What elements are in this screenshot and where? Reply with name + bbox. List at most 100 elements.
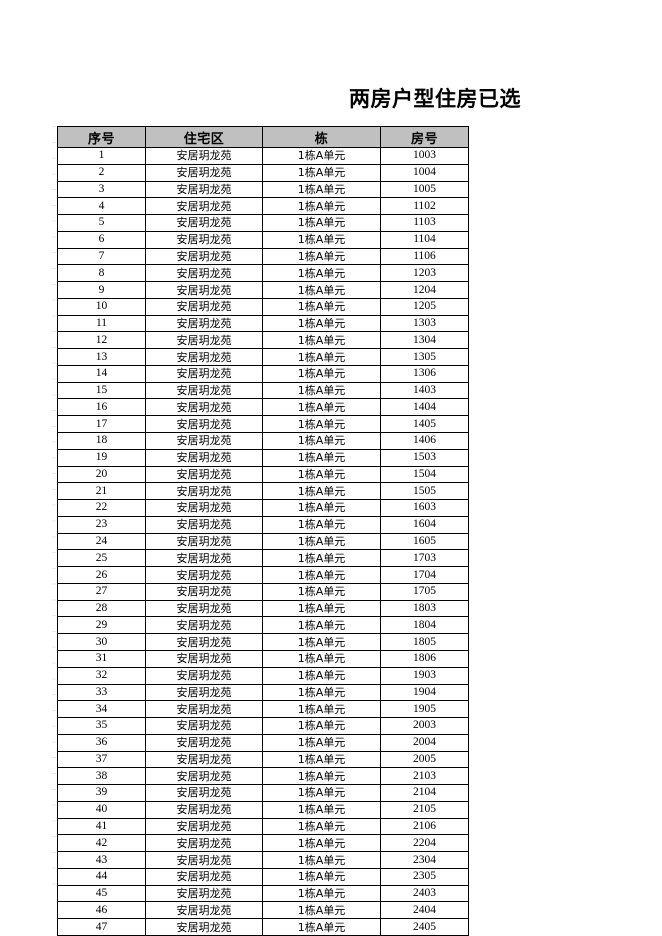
cell-roomno[interactable]: 1205 (380, 297, 469, 316)
table-row[interactable]: 6 安居玥龙苑 1栋A单元 1104 (57, 230, 469, 249)
cell-sequence[interactable]: 39 (57, 784, 146, 802)
cell-sequence[interactable]: 41 (57, 817, 146, 836)
cell-sequence[interactable]: 36 (57, 733, 146, 752)
cell-building[interactable]: 1栋A单元 (262, 331, 381, 350)
cell-residence[interactable]: 安居玥龙苑 (145, 348, 263, 366)
cell-roomno[interactable]: 1805 (380, 633, 469, 651)
table-row[interactable]: 25 安居玥龙苑 1栋A单元 1703 (57, 549, 469, 568)
cell-residence[interactable]: 安居玥龙苑 (145, 264, 263, 283)
cell-building[interactable]: 1栋A单元 (262, 918, 381, 936)
cell-building[interactable]: 1栋A单元 (262, 683, 381, 702)
cell-residence[interactable]: 安居玥龙苑 (145, 515, 263, 534)
table-row[interactable]: 5 安居玥龙苑 1栋A单元 1103 (57, 214, 469, 232)
cell-building[interactable]: 1栋A单元 (262, 884, 381, 903)
table-row[interactable]: 26 安居玥龙苑 1栋A单元 1704 (57, 566, 469, 584)
cell-roomno[interactable]: 1804 (380, 616, 469, 635)
cell-building[interactable]: 1栋A单元 (262, 482, 381, 501)
cell-sequence[interactable]: 20 (57, 465, 146, 484)
cell-building[interactable]: 1栋A单元 (262, 800, 381, 819)
table-row[interactable]: 31 安居玥龙苑 1栋A单元 1806 (57, 649, 469, 668)
cell-sequence[interactable]: 14 (57, 364, 146, 383)
cell-residence[interactable]: 安居玥龙苑 (145, 733, 263, 752)
cell-sequence[interactable]: 24 (57, 532, 146, 551)
table-row[interactable]: 41 安居玥龙苑 1栋A单元 2106 (57, 817, 469, 836)
cell-roomno[interactable]: 1403 (380, 381, 469, 400)
cell-sequence[interactable]: 40 (57, 800, 146, 819)
column-header-sequence[interactable]: 序号 (57, 126, 146, 148)
cell-building[interactable]: 1栋A单元 (262, 649, 381, 668)
cell-residence[interactable]: 安居玥龙苑 (145, 884, 263, 903)
table-row[interactable]: 40 安居玥龙苑 1栋A单元 2105 (57, 800, 469, 819)
cell-roomno[interactable]: 1505 (380, 482, 469, 501)
cell-roomno[interactable]: 1204 (380, 281, 469, 299)
cell-residence[interactable]: 安居玥龙苑 (145, 566, 263, 584)
cell-building[interactable]: 1栋A单元 (262, 867, 381, 886)
cell-roomno[interactable]: 2103 (380, 767, 469, 786)
table-row[interactable]: 18 安居玥龙苑 1栋A单元 1406 (57, 432, 469, 450)
cell-building[interactable]: 1栋A单元 (262, 230, 381, 249)
column-header-building[interactable]: 栋 (262, 126, 381, 148)
cell-roomno[interactable]: 2105 (380, 800, 469, 819)
table-row[interactable]: 4 安居玥龙苑 1栋A单元 1102 (57, 197, 469, 216)
table-row[interactable]: 13 安居玥龙苑 1栋A单元 1305 (57, 348, 469, 366)
cell-building[interactable]: 1栋A单元 (262, 599, 381, 618)
cell-sequence[interactable]: 10 (57, 297, 146, 316)
table-row[interactable]: 46 安居玥龙苑 1栋A单元 2404 (57, 901, 469, 920)
table-row[interactable]: 1 安居玥龙苑 1栋A单元 1003 (57, 147, 469, 165)
cell-residence[interactable]: 安居玥龙苑 (145, 147, 263, 165)
cell-sequence[interactable]: 29 (57, 616, 146, 635)
table-row[interactable]: 39 安居玥龙苑 1栋A单元 2104 (57, 784, 469, 802)
cell-roomno[interactable]: 1603 (380, 499, 469, 517)
table-row[interactable]: 45 安居玥龙苑 1栋A单元 2403 (57, 884, 469, 903)
cell-building[interactable]: 1栋A单元 (262, 633, 381, 651)
table-row[interactable]: 7 安居玥龙苑 1栋A单元 1106 (57, 247, 469, 266)
cell-roomno[interactable]: 1405 (380, 415, 469, 434)
table-row[interactable]: 3 安居玥龙苑 1栋A单元 1005 (57, 180, 469, 199)
cell-building[interactable]: 1栋A单元 (262, 214, 381, 232)
cell-residence[interactable]: 安居玥龙苑 (145, 314, 263, 333)
table-row[interactable]: 22 安居玥龙苑 1栋A单元 1603 (57, 499, 469, 517)
cell-roomno[interactable]: 1903 (380, 666, 469, 685)
cell-building[interactable]: 1栋A单元 (262, 297, 381, 316)
table-row[interactable]: 14 安居玥龙苑 1栋A单元 1306 (57, 364, 469, 383)
cell-sequence[interactable]: 30 (57, 633, 146, 651)
cell-roomno[interactable]: 1604 (380, 515, 469, 534)
cell-sequence[interactable]: 35 (57, 717, 146, 735)
cell-residence[interactable]: 安居玥龙苑 (145, 767, 263, 786)
cell-residence[interactable]: 安居玥龙苑 (145, 901, 263, 920)
table-row[interactable]: 20 安居玥龙苑 1栋A单元 1504 (57, 465, 469, 484)
table-row[interactable]: 35 安居玥龙苑 1栋A单元 2003 (57, 717, 469, 735)
cell-sequence[interactable]: 22 (57, 499, 146, 517)
cell-residence[interactable]: 安居玥龙苑 (145, 666, 263, 685)
cell-sequence[interactable]: 27 (57, 582, 146, 601)
cell-roomno[interactable]: 1605 (380, 532, 469, 551)
cell-building[interactable]: 1栋A单元 (262, 432, 381, 450)
cell-roomno[interactable]: 2405 (380, 918, 469, 936)
cell-roomno[interactable]: 1103 (380, 214, 469, 232)
cell-roomno[interactable]: 1306 (380, 364, 469, 383)
table-row[interactable]: 34 安居玥龙苑 1栋A单元 1905 (57, 700, 469, 719)
cell-building[interactable]: 1栋A单元 (262, 348, 381, 366)
cell-residence[interactable]: 安居玥龙苑 (145, 834, 263, 853)
cell-residence[interactable]: 安居玥龙苑 (145, 633, 263, 651)
cell-roomno[interactable]: 1704 (380, 566, 469, 584)
cell-sequence[interactable]: 17 (57, 415, 146, 434)
cell-residence[interactable]: 安居玥龙苑 (145, 700, 263, 719)
cell-roomno[interactable]: 1104 (380, 230, 469, 249)
table-row[interactable]: 11 安居玥龙苑 1栋A单元 1303 (57, 314, 469, 333)
cell-residence[interactable]: 安居玥龙苑 (145, 851, 263, 869)
table-row[interactable]: 32 安居玥龙苑 1栋A单元 1903 (57, 666, 469, 685)
column-header-residence[interactable]: 住宅区 (145, 126, 263, 148)
cell-residence[interactable]: 安居玥龙苑 (145, 750, 263, 769)
cell-roomno[interactable]: 2204 (380, 834, 469, 853)
cell-residence[interactable]: 安居玥龙苑 (145, 918, 263, 936)
table-row[interactable]: 12 安居玥龙苑 1栋A单元 1304 (57, 331, 469, 350)
cell-residence[interactable]: 安居玥龙苑 (145, 784, 263, 802)
cell-sequence[interactable]: 43 (57, 851, 146, 869)
cell-sequence[interactable]: 33 (57, 683, 146, 702)
cell-building[interactable]: 1栋A单元 (262, 163, 381, 182)
cell-residence[interactable]: 安居玥龙苑 (145, 163, 263, 182)
cell-building[interactable]: 1栋A单元 (262, 281, 381, 299)
cell-sequence[interactable]: 7 (57, 247, 146, 266)
cell-roomno[interactable]: 2104 (380, 784, 469, 802)
